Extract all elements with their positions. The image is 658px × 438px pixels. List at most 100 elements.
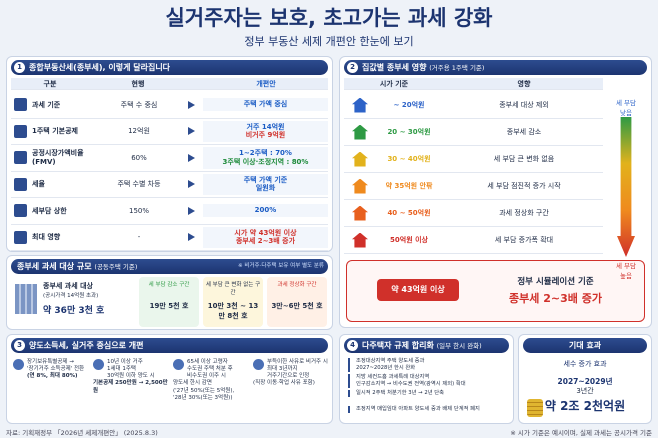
gauge-arrow [617, 117, 635, 257]
source: 자료: 기획재정부 「2026년 세제개편안」 (2025.8.3) [6, 429, 158, 437]
bullet-line: 조정지역 매입임대 아파트 양도세 중과 배제 단계적 폐지 [356, 406, 480, 412]
house-icon [352, 97, 368, 113]
row-current: 12억원 [128, 127, 150, 136]
bullet-line: 조정대상지역 주택 양도세 중과 [356, 358, 425, 364]
price: 40 ~ 50억원 [387, 209, 431, 217]
row-label: 최대 영향 [32, 233, 61, 242]
remark: ※ 비거주·다주택 보유 여부 별도 분류 [238, 263, 324, 269]
row-icon [14, 98, 27, 112]
row-label: 세율 [32, 180, 45, 189]
section-bar: 3 양도소득세, 실거주 중심으로 개편 [11, 338, 328, 353]
impact-row: ~ 20억원 종부세 대상 제외 [344, 92, 603, 119]
highlight-line2: 종부세 2~3배 증가 [509, 292, 602, 305]
item-line: 거주기간으로 인정 [267, 373, 310, 380]
price: 30 ~ 40억원 [387, 155, 431, 163]
card-label: 과세 정상화 구간 [277, 282, 317, 288]
gauge-text: 세 부담 [615, 99, 636, 107]
row-current: - [137, 233, 141, 242]
row-current: 주택 수별 차등 [117, 180, 161, 189]
price: 50억원 이상 [390, 236, 428, 244]
item-line: 1세대 1주택 [107, 366, 136, 373]
scale: 종부세 과세 대상 규모 (공동주택 기준) ※ 비거주·다주택 보유 여부 별… [6, 255, 333, 330]
house-icon [352, 232, 368, 248]
arrow [188, 153, 195, 162]
effect: 종부세 대상 제외 [499, 101, 549, 109]
item-line: '28년 30%(또는 3억원)) [173, 394, 233, 401]
item-line: 수도권 주택 처분 후 [187, 366, 233, 373]
column-header: 구분 [43, 79, 57, 88]
effect-amount: 약 2조 2천억원 [544, 399, 626, 413]
house-icon [352, 178, 368, 194]
item-icon [173, 359, 184, 370]
arrow [188, 180, 195, 189]
row-label: 공정시장가액비율 (FMV) [32, 149, 84, 166]
table-row: 1주택 기본공제 12억원 거주 14억원 비거주 9억원 [11, 119, 328, 145]
section-title: 종부세 과세 대상 규모 [17, 262, 92, 271]
row-icon [14, 204, 27, 218]
item-line: (직장 이동·학업 사유 포함) [253, 380, 315, 387]
item-line: 부득이한 사유로 비거주 시 [267, 359, 328, 365]
card-value: 10만 3천 ~ 13만 8천 호 [207, 302, 259, 320]
section3: 3 양도소득세, 실거주 중심으로 개편 장기보유특별공제 → '장기거주 소득공제… [6, 334, 333, 424]
proposed-line: 일원화 [255, 184, 276, 193]
section-note: (공동주택 기준) [94, 263, 138, 271]
row-proposed: 시가 약 43억원 이상 종부세 2~3배 증가 [203, 226, 328, 248]
row-current: 150% [128, 206, 149, 215]
bullet-line: 지방 세컨드홈 과세특례 대상지역 [356, 374, 430, 380]
item-icon [253, 359, 264, 370]
section-bar: 종부세 과세 대상 규모 (공동주택 기준) [11, 259, 328, 274]
tax-item: 65세 이상 고령자 수도권 주택 처분 후 비수도권 이주 시 양도세 한시 감면(… [173, 359, 250, 421]
section-number: 1 [14, 62, 25, 73]
proposed-line: 주택 가액 중심 [243, 100, 288, 109]
scale-card: 세 부담 큰 변화 없는 구간 10만 3천 ~ 13만 8천 호 [203, 277, 263, 327]
effect: 기대 효과 세수 증가 효과 2027~2029년 3년간 약 2조 2천억원 [518, 334, 652, 424]
impact-row: 30 ~ 40억원 세 부담 큰 변화 없음 [344, 146, 603, 173]
section-number: 2 [347, 62, 358, 73]
highlight-price: 약 43억원 이상 [377, 279, 459, 301]
row-label: 세부담 상한 [32, 206, 67, 215]
arrow [188, 100, 195, 109]
row-icon [14, 124, 27, 138]
section-bar: 2 집값별 종부세 영향 (거주용 1주택 기준) [344, 60, 647, 75]
row-icon [14, 177, 27, 191]
tax-item: 장기보유특별공제 → '장기거주 소득공제' 전환 (연 8%, 최대 80%) [13, 359, 90, 421]
proposed-line: 200% [254, 206, 277, 215]
item-line: 장기보유특별공제 → [27, 359, 74, 365]
section-bar: 4 다주택자 규제 합리화 (일부 한시 완화) [344, 338, 509, 353]
item-line: ('27년 50%(또는 5억원), [173, 387, 235, 394]
section4: 4 다주택자 규제 합리화 (일부 한시 완화) 조정대상지역 주택 양도세 중과… [339, 334, 514, 424]
table-row: 세부담 상한 150% 200% [11, 198, 328, 225]
row-proposed: 주택 가액 기준 일원화 [203, 173, 328, 195]
footnote: ※ 시가 기준은 예시이며, 실제 과세는 공시가격 기준 [510, 429, 652, 437]
total-label: 종부세 과세 대상 [43, 282, 93, 290]
card-label: 세 부담 큰 변화 없는 구간 [205, 282, 261, 296]
gauge-text: 세 부담 [615, 262, 636, 270]
total-sub: (공시가격 14억원 초과) [43, 293, 99, 299]
impact-row: 50억원 이상 세 부담 증가폭 확대 [344, 227, 603, 254]
card-value: 19만 5천 호 [149, 302, 189, 310]
bullet-line: 일시적 2주택 처분기한 3년 → 2년 단축 [356, 390, 445, 396]
section-title: 종합부동산세(종부세), 이렇게 달라집니다 [29, 63, 171, 72]
proposed-line: 종부세 2~3배 증가 [235, 237, 296, 246]
section-bar: 기대 효과 [523, 338, 647, 353]
table-row: 과세 기준 주택 수 중심 주택 가액 중심 [11, 92, 328, 119]
impact-row: 40 ~ 50억원 과세 정상화 구간 [344, 200, 603, 227]
section-title: 기대 효과 [568, 341, 602, 350]
tax-item: 10년 이상 거주 1세대 1주택 30억원 이하 양도 시 기본공제 250만원 →… [93, 359, 170, 421]
item-line: 양도세 한시 감면 [173, 380, 212, 387]
bullet: 지방 세컨드홈 과세특례 대상지역 인구감소지역 → 비수도권 전역(광역시 제외… [348, 374, 509, 388]
arrow [188, 233, 195, 242]
row-proposed: 주택 가액 중심 [203, 98, 328, 112]
item-line: 30억원 이하 양도 시 [107, 373, 155, 380]
gauge-text: 높음 [620, 272, 632, 280]
table-header: 시가 기준 영향 [344, 78, 603, 90]
arrow [188, 206, 195, 215]
item-icon [93, 359, 104, 370]
tax-item: 부득이한 사유로 비거주 시 최대 3년까지 거주기간으로 인정 (직장 이동·학업 … [253, 359, 330, 421]
building-icon [15, 284, 37, 314]
row-proposed: 거주 14억원 비거주 9억원 [203, 120, 328, 142]
row-icon [14, 230, 27, 244]
row-proposed: 1~2주택 : 70% 3주택 이상·조정지역 : 80% [203, 147, 328, 169]
row-label: 과세 기준 [32, 100, 61, 109]
